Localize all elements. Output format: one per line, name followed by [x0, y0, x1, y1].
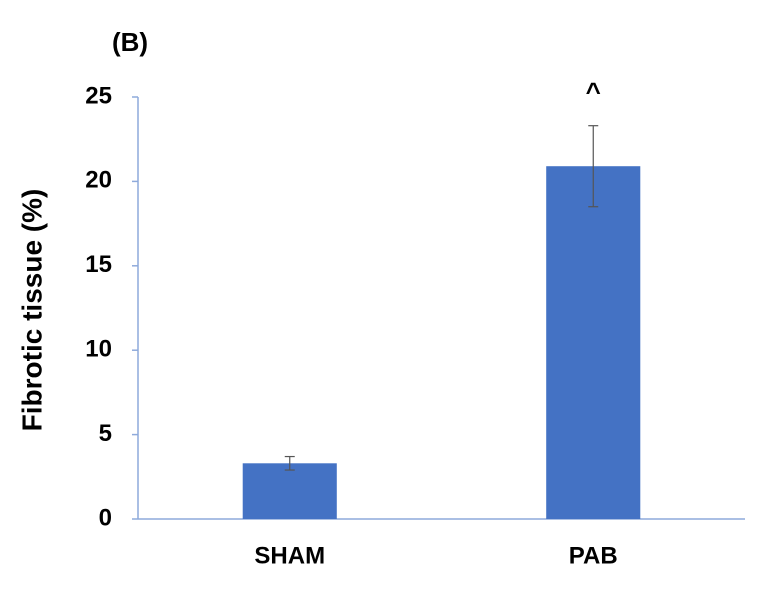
annotation: ^: [586, 77, 601, 107]
y-axis-label: Fibrotic tissue (%): [16, 189, 47, 432]
y-tick-label: 20: [85, 167, 112, 194]
bar: [242, 463, 337, 519]
bar: [546, 166, 641, 519]
x-tick-label: PAB: [569, 542, 618, 569]
y-tick-label: 10: [85, 336, 112, 363]
y-tick-label: 0: [99, 504, 112, 531]
y-tick-label: 5: [99, 420, 112, 447]
y-tick-label: 25: [85, 82, 112, 109]
y-tick-label: 15: [85, 251, 112, 278]
x-tick-label: SHAM: [254, 542, 325, 569]
panel-label: (B): [112, 27, 148, 57]
